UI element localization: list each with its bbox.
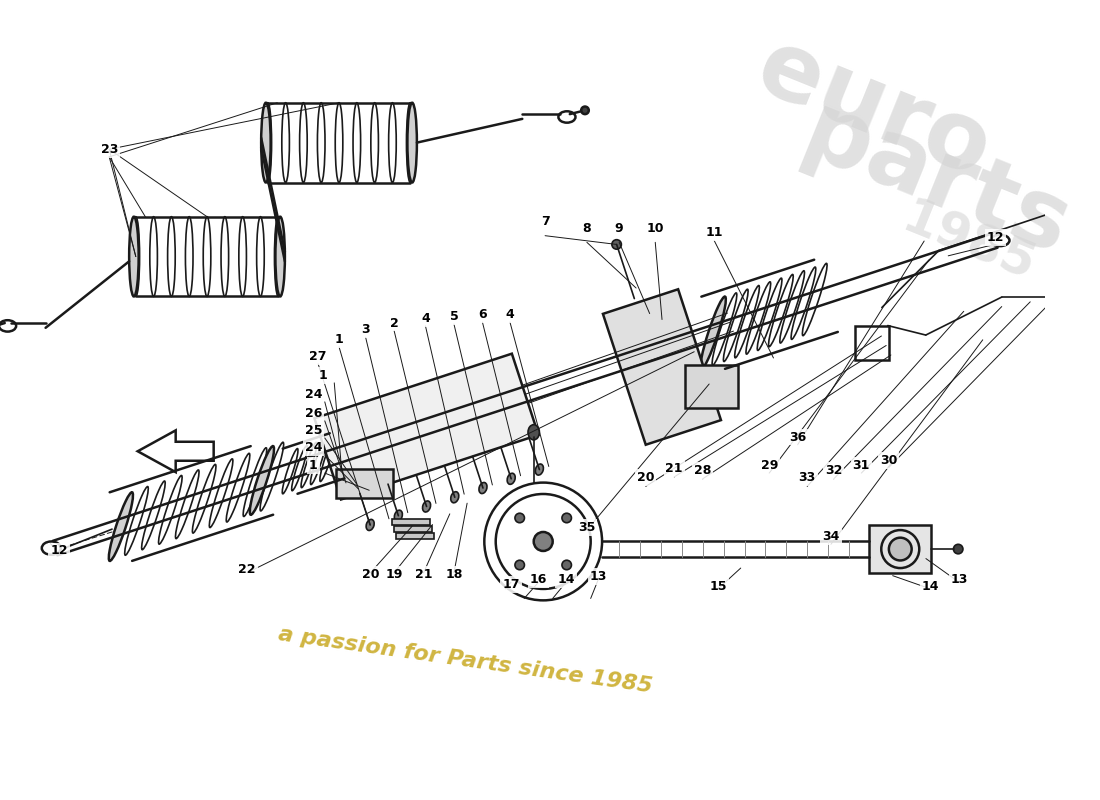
- Text: 2: 2: [389, 317, 398, 330]
- Text: 21: 21: [415, 568, 432, 582]
- Ellipse shape: [562, 560, 571, 570]
- Text: 24: 24: [305, 441, 322, 454]
- Text: 26: 26: [305, 406, 322, 420]
- Ellipse shape: [109, 492, 133, 561]
- Text: 22: 22: [239, 563, 255, 577]
- Text: 27: 27: [309, 350, 327, 362]
- Ellipse shape: [507, 474, 515, 484]
- Text: 5: 5: [450, 310, 459, 323]
- Text: 24: 24: [305, 388, 322, 401]
- Text: 34: 34: [823, 530, 839, 543]
- Bar: [392, 519, 430, 525]
- Text: 11: 11: [705, 226, 723, 239]
- Ellipse shape: [581, 106, 589, 114]
- Text: 1985: 1985: [895, 194, 1042, 290]
- Text: 12: 12: [51, 545, 67, 558]
- Bar: [685, 365, 738, 408]
- Ellipse shape: [275, 217, 285, 297]
- Text: 10: 10: [647, 222, 664, 234]
- Polygon shape: [603, 290, 720, 445]
- Bar: [394, 526, 432, 532]
- Ellipse shape: [261, 102, 271, 182]
- Ellipse shape: [407, 102, 417, 182]
- Text: 16: 16: [530, 573, 547, 586]
- Text: 14: 14: [558, 573, 574, 586]
- Text: 1: 1: [334, 333, 343, 346]
- Text: 23: 23: [100, 142, 118, 156]
- Ellipse shape: [528, 425, 539, 440]
- Text: 14: 14: [922, 580, 939, 593]
- Ellipse shape: [954, 544, 962, 554]
- Text: 7: 7: [541, 215, 550, 228]
- Text: 21: 21: [666, 462, 683, 475]
- Text: 29: 29: [760, 459, 778, 472]
- Text: 20: 20: [362, 568, 380, 582]
- Ellipse shape: [536, 464, 543, 475]
- Bar: [337, 469, 394, 498]
- Ellipse shape: [1063, 292, 1074, 302]
- Text: 32: 32: [825, 464, 843, 477]
- Text: parts: parts: [789, 86, 1082, 275]
- Text: 3: 3: [361, 323, 370, 336]
- Text: 1: 1: [309, 459, 318, 472]
- Ellipse shape: [534, 532, 552, 551]
- Text: 13: 13: [950, 573, 968, 586]
- Ellipse shape: [562, 514, 571, 522]
- Text: 30: 30: [880, 454, 898, 467]
- Ellipse shape: [366, 519, 374, 530]
- Ellipse shape: [515, 560, 525, 570]
- Text: 12: 12: [987, 231, 1004, 244]
- Ellipse shape: [1052, 206, 1064, 215]
- Text: 15: 15: [710, 580, 727, 593]
- Ellipse shape: [422, 501, 430, 512]
- Ellipse shape: [889, 538, 912, 561]
- Ellipse shape: [250, 446, 274, 514]
- Text: 25: 25: [305, 424, 322, 437]
- Text: a passion for Parts since 1985: a passion for Parts since 1985: [277, 624, 653, 696]
- Text: 8: 8: [583, 222, 591, 234]
- Text: 28: 28: [694, 464, 712, 477]
- Text: 36: 36: [789, 430, 806, 443]
- Polygon shape: [315, 354, 538, 499]
- Text: euro: euro: [744, 22, 1003, 198]
- Bar: [869, 526, 931, 573]
- Ellipse shape: [451, 492, 459, 502]
- Ellipse shape: [129, 217, 139, 297]
- Ellipse shape: [478, 482, 487, 494]
- Text: 1: 1: [319, 369, 328, 382]
- Text: 4: 4: [506, 308, 515, 321]
- Bar: [396, 534, 435, 539]
- Text: 13: 13: [590, 570, 607, 583]
- Text: 9: 9: [615, 222, 624, 234]
- Bar: [855, 326, 889, 360]
- Ellipse shape: [612, 240, 621, 249]
- Ellipse shape: [394, 510, 403, 522]
- Text: 20: 20: [637, 471, 654, 484]
- Ellipse shape: [701, 297, 726, 369]
- Text: 19: 19: [385, 568, 403, 582]
- Text: 33: 33: [799, 471, 816, 484]
- Text: 6: 6: [478, 308, 486, 321]
- Text: 31: 31: [852, 459, 870, 472]
- Ellipse shape: [515, 514, 525, 522]
- Text: 18: 18: [446, 568, 463, 582]
- Text: 35: 35: [579, 521, 595, 534]
- Text: 4: 4: [421, 312, 430, 325]
- Text: 17: 17: [503, 578, 519, 590]
